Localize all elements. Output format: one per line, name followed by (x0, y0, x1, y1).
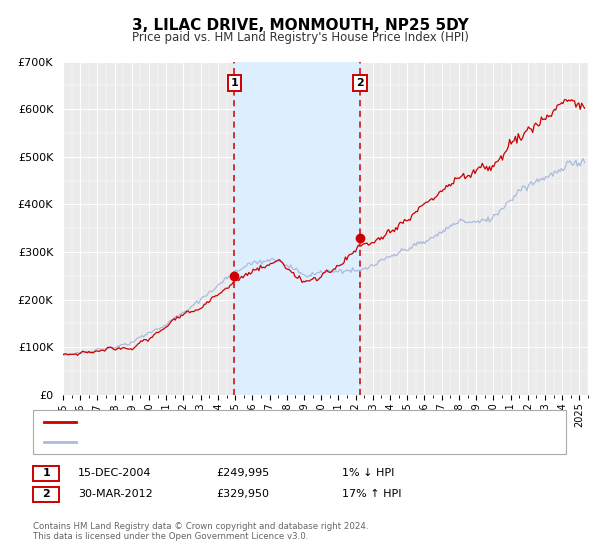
Text: Contains HM Land Registry data © Crown copyright and database right 2024.: Contains HM Land Registry data © Crown c… (33, 522, 368, 531)
Text: 15-DEC-2004: 15-DEC-2004 (78, 468, 151, 478)
Text: 2: 2 (43, 489, 50, 500)
Text: 1: 1 (230, 78, 238, 88)
Text: 3, LILAC DRIVE, MONMOUTH, NP25 5DY (detached house): 3, LILAC DRIVE, MONMOUTH, NP25 5DY (deta… (85, 417, 385, 427)
Text: 30-MAR-2012: 30-MAR-2012 (78, 489, 153, 500)
Text: This data is licensed under the Open Government Licence v3.0.: This data is licensed under the Open Gov… (33, 532, 308, 541)
Text: 1% ↓ HPI: 1% ↓ HPI (342, 468, 394, 478)
Text: 1: 1 (43, 468, 50, 478)
Text: Price paid vs. HM Land Registry's House Price Index (HPI): Price paid vs. HM Land Registry's House … (131, 31, 469, 44)
Text: 3, LILAC DRIVE, MONMOUTH, NP25 5DY: 3, LILAC DRIVE, MONMOUTH, NP25 5DY (131, 18, 469, 33)
Text: HPI: Average price, detached house, Monmouthshire: HPI: Average price, detached house, Monm… (85, 437, 359, 447)
Text: £329,950: £329,950 (216, 489, 269, 500)
Bar (235, 62, 360, 395)
Text: £249,995: £249,995 (216, 468, 269, 478)
Text: 17% ↑ HPI: 17% ↑ HPI (342, 489, 401, 500)
Text: 2: 2 (356, 78, 364, 88)
